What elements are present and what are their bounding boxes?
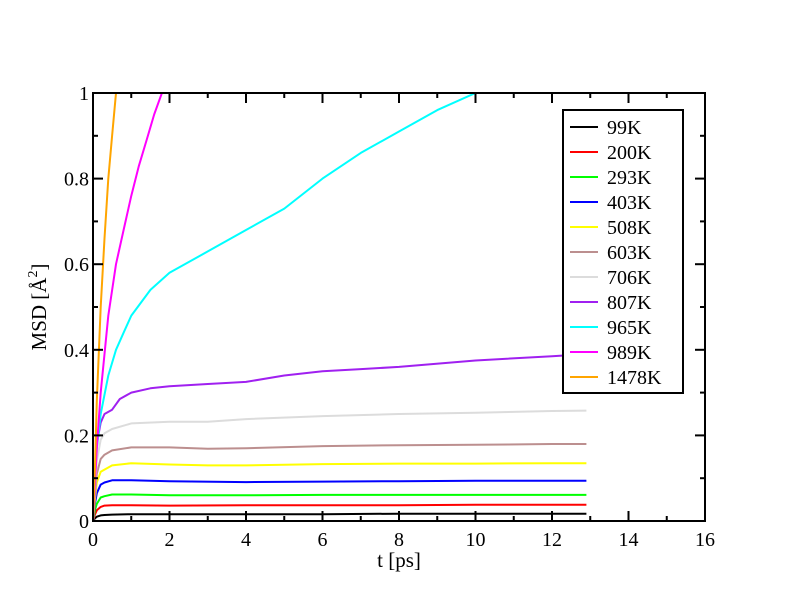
y-tick-label: 1 [79, 83, 89, 105]
legend-item-1478K: 1478K [570, 367, 662, 389]
series-layer [93, 93, 587, 521]
y-axis-title: MSD [Å2] [26, 264, 51, 351]
legend-label: 706K [607, 267, 652, 289]
legend-label: 508K [607, 217, 652, 239]
legend-item-807K: 807K [570, 292, 652, 314]
legend-item-293K: 293K [570, 167, 652, 189]
x-tick-label: 14 [619, 529, 639, 551]
y-axis-title-text: MSD [ [27, 293, 51, 351]
legend-items: 99K 200K 293K 403K 508K 603K 706K 807K 965K 989K 1… [570, 117, 662, 389]
legend-label: 807K [607, 292, 652, 314]
ticks-layer: 0 2 4 6 8 10 12 14 16 0 0.2 0.4 0.6 0.8 1 [64, 83, 715, 551]
series-line-989K [93, 93, 163, 521]
x-tick-label: 12 [542, 529, 562, 551]
series-line-99K [93, 512, 587, 521]
y-tick-label: 0.4 [64, 340, 89, 362]
x-tick-label: 6 [318, 529, 328, 551]
x-tick-label: 16 [695, 529, 715, 551]
x-tick-label: 4 [241, 529, 251, 551]
legend-label: 200K [607, 142, 652, 164]
y-tick-label: 0.2 [64, 425, 89, 447]
legend-label: 1478K [607, 367, 662, 389]
x-tick-label: 10 [466, 529, 486, 551]
legend-label: 965K [607, 317, 652, 339]
legend-label: 989K [607, 342, 652, 364]
legend-item-989K: 989K [570, 342, 652, 364]
series-line-508K [93, 462, 587, 521]
legend-item-200K: 200K [570, 142, 652, 164]
x-tick-label: 0 [88, 529, 98, 551]
legend-item-706K: 706K [570, 267, 652, 289]
series-line-293K [93, 493, 587, 521]
y-axis-title-unit: Å [27, 277, 51, 293]
y-axis-title-superscript: 2 [26, 271, 41, 278]
legend-item-603K: 603K [570, 242, 652, 264]
legend-item-99K: 99K [570, 117, 642, 139]
x-tick-label: 2 [165, 529, 175, 551]
legend-item-965K: 965K [570, 317, 652, 339]
series-line-403K [93, 479, 587, 521]
series-line-706K [93, 409, 587, 521]
legend-label: 99K [607, 117, 642, 139]
legend-item-508K: 508K [570, 217, 652, 239]
legend-label: 603K [607, 242, 652, 264]
series-line-965K [93, 93, 476, 521]
legend-item-403K: 403K [570, 192, 652, 214]
y-tick-label: 0 [79, 511, 89, 533]
y-axis-title-close: ] [27, 264, 51, 271]
series-line-1478K [93, 93, 117, 521]
x-tick-label: 8 [394, 529, 404, 551]
legend: 99K 200K 293K 403K 508K 603K 706K 807K 965K 989K 1… [562, 109, 684, 394]
y-tick-label: 0.8 [64, 169, 89, 191]
legend-label: 293K [607, 167, 652, 189]
x-axis-title: t [ps] [377, 548, 421, 572]
y-tick-label: 0.6 [64, 254, 89, 276]
legend-label: 403K [607, 192, 652, 214]
series-line-200K [93, 503, 587, 521]
series-line-603K [93, 443, 587, 521]
